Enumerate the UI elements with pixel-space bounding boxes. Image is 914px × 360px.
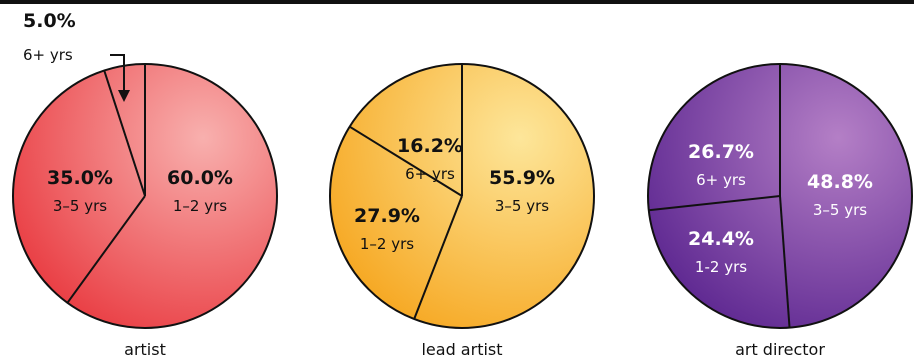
pie-label-artist: artist [124, 340, 166, 359]
top-bar [0, 0, 914, 4]
slice-category-artist-3-5-yrs: 3–5 yrs [53, 197, 107, 215]
slice-value-lead-artist-1-2-yrs: 27.9% [354, 205, 420, 227]
slice-boundary-art-director-1 [779, 195, 791, 328]
slice-category-lead-artist-1-2-yrs: 1–2 yrs [360, 235, 414, 253]
slice-boundary-art-director-2 [648, 195, 781, 212]
pie-label-lead-artist: lead artist [421, 340, 502, 359]
slice-category-art-director-6-yrs: 6+ yrs [696, 171, 746, 189]
slice-category-art-director-3-5-yrs: 3–5 yrs [813, 201, 867, 219]
slice-category-lead-artist-6-yrs: 6+ yrs [405, 165, 455, 183]
slice-category-artist-6-yrs: 6+ yrs [23, 46, 73, 64]
slice-value-lead-artist-3-5-yrs: 55.9% [489, 167, 555, 189]
slice-value-artist-3-5-yrs: 35.0% [47, 167, 113, 189]
slice-value-artist-6-yrs: 5.0% [23, 10, 76, 32]
slice-value-art-director-3-5-yrs: 48.8% [807, 171, 873, 193]
slice-value-art-director-6-yrs: 26.7% [688, 141, 754, 163]
callout-leader-line [110, 54, 125, 98]
slice-category-artist-1-2-yrs: 1–2 yrs [173, 197, 227, 215]
slice-category-lead-artist-3-5-yrs: 3–5 yrs [495, 197, 549, 215]
slice-boundary-artist-2 [103, 70, 146, 197]
slice-value-artist-1-2-yrs: 60.0% [167, 167, 233, 189]
slice-category-art-director-1-2-yrs: 1-2 yrs [695, 258, 747, 276]
slice-boundary-artist-1 [66, 195, 146, 304]
callout-arrow-icon [118, 90, 130, 102]
slice-boundary-lead-artist-1 [413, 195, 463, 320]
slice-value-art-director-1-2-yrs: 24.4% [688, 228, 754, 250]
slice-boundary-lead-artist-2 [349, 125, 463, 197]
pie-label-art-director: art director [735, 340, 825, 359]
slice-value-lead-artist-6-yrs: 16.2% [397, 135, 463, 157]
